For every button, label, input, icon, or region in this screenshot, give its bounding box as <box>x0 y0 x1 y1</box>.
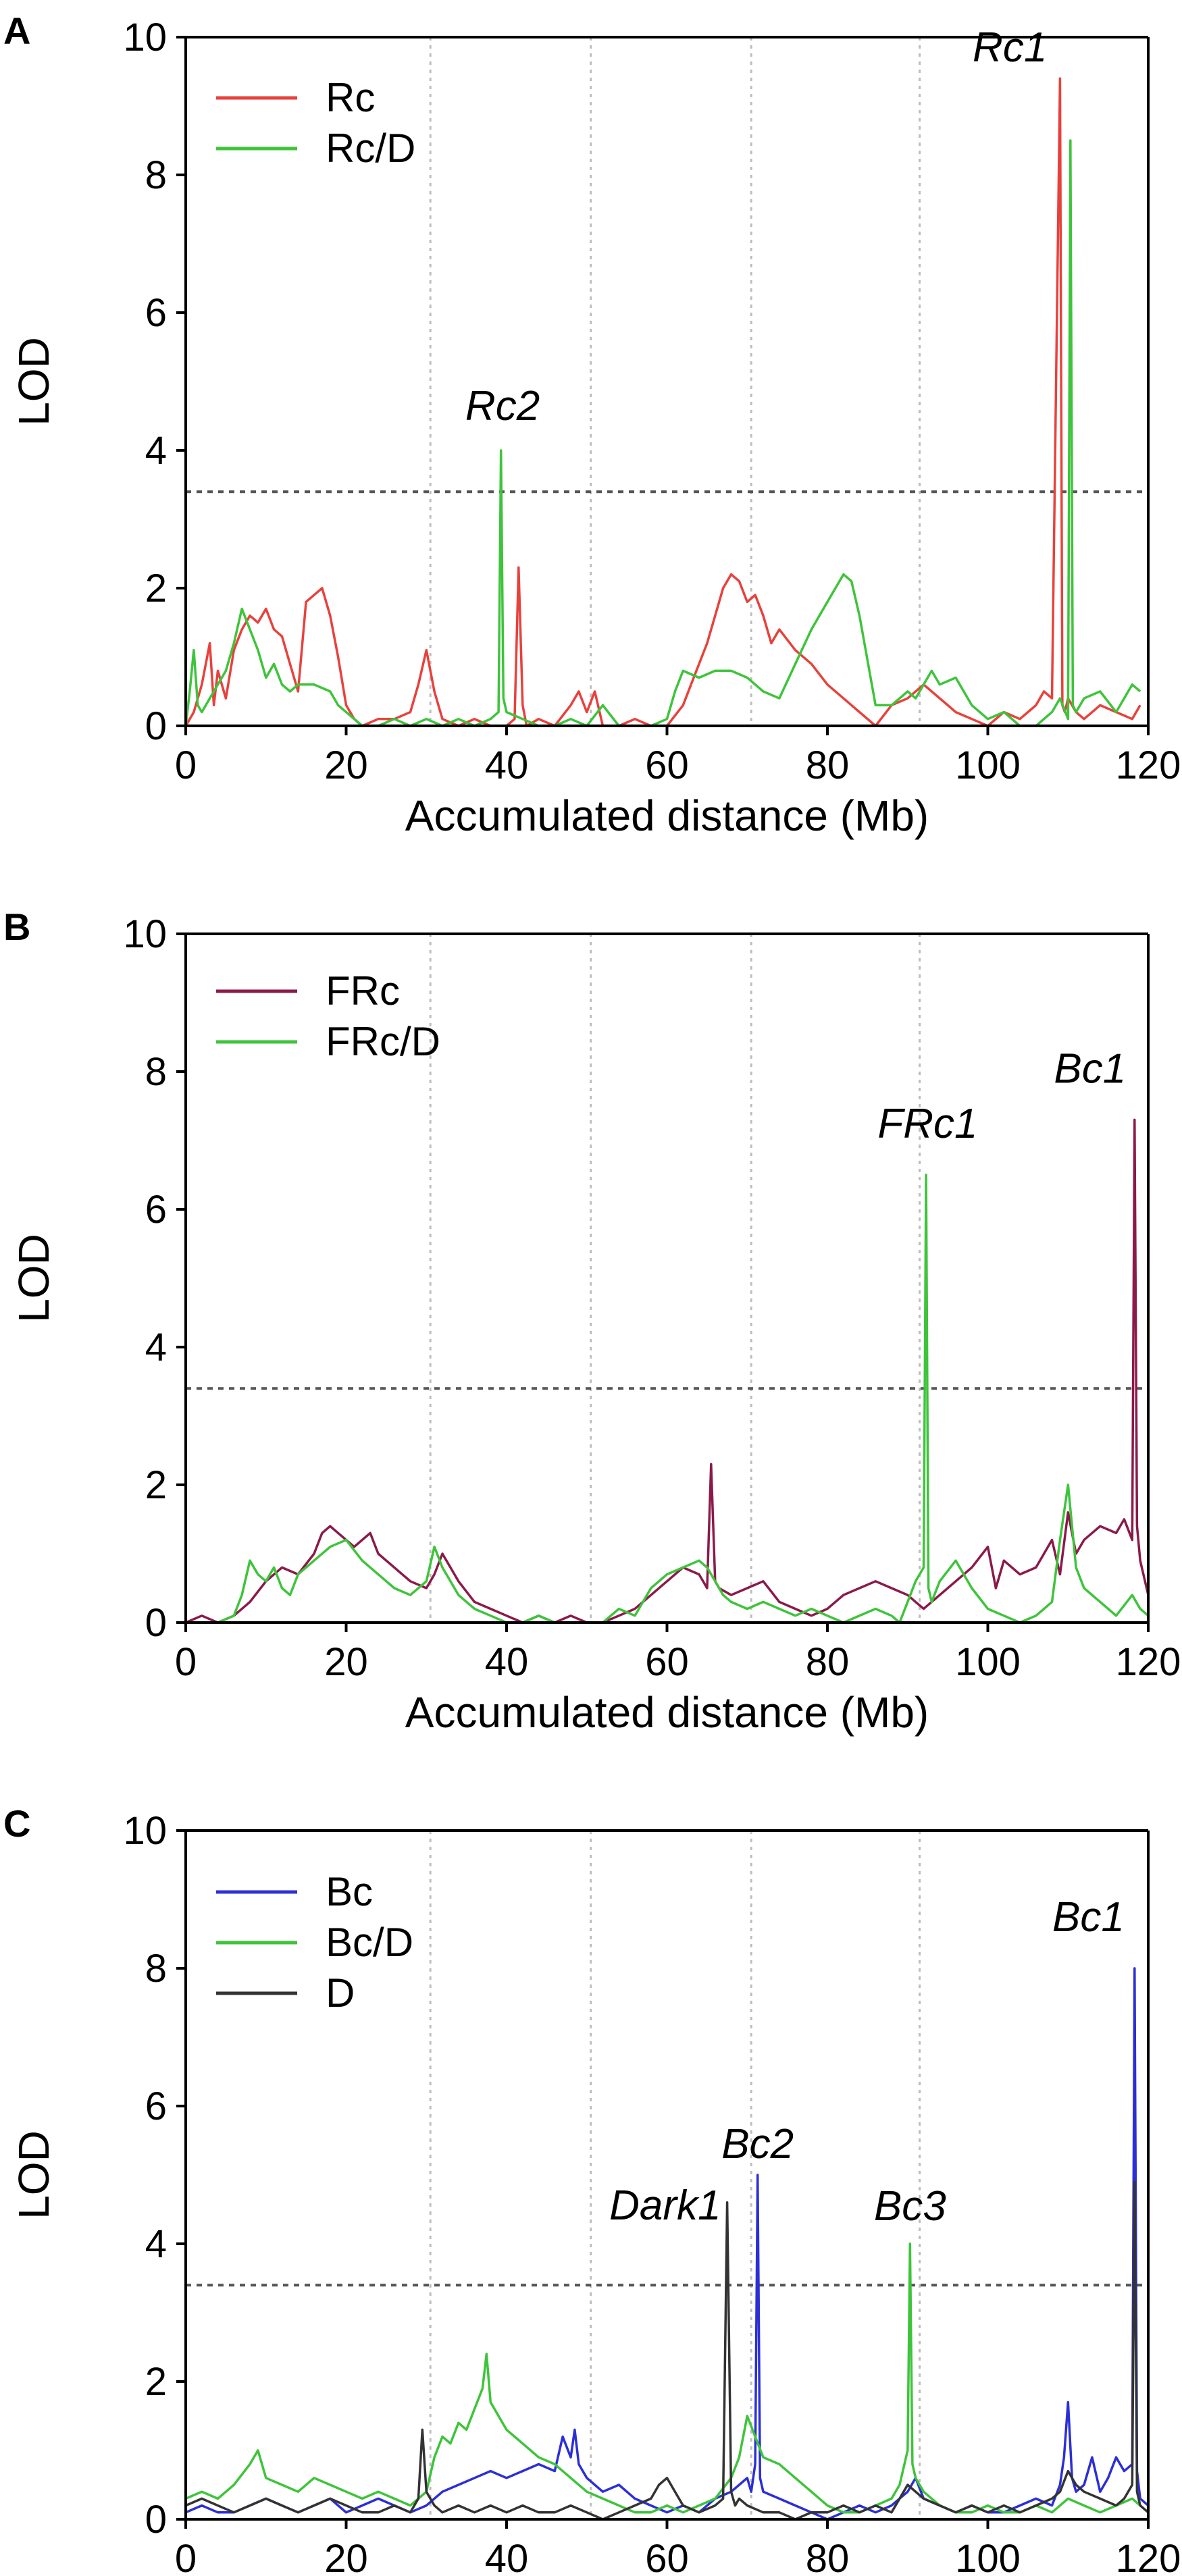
legend-label: FRc/D <box>326 1019 440 1064</box>
peak-label-bc3: Bc3 <box>874 2183 946 2230</box>
y-axis-title: LOD <box>9 1234 58 1323</box>
y-tick-label: 6 <box>145 291 167 335</box>
x-tick-label: 100 <box>955 743 1021 787</box>
x-tick-label: 40 <box>485 2537 529 2576</box>
y-tick-label: 8 <box>145 153 167 197</box>
y-tick-label: 0 <box>145 1601 167 1645</box>
x-tick-label: 40 <box>485 743 529 787</box>
x-tick-label: 20 <box>324 743 368 787</box>
y-axis-title: LOD <box>9 2130 58 2219</box>
x-tick-label: 40 <box>485 1640 529 1684</box>
panel-letter: C <box>3 1802 30 1845</box>
series-line-frc-d <box>186 1174 1150 1624</box>
series-line-frc <box>185 1118 1150 1624</box>
y-tick-label: 10 <box>123 16 167 59</box>
x-tick-label: 0 <box>175 743 197 787</box>
peak-label-rc1: Rc1 <box>973 24 1047 71</box>
y-tick-label: 6 <box>145 1188 167 1232</box>
series-line-d <box>185 2180 1150 2521</box>
y-tick-label: 8 <box>145 1947 167 1991</box>
legend-label: Rc <box>326 75 375 120</box>
peak-label-bc2: Bc2 <box>721 2121 794 2167</box>
x-tick-label: 0 <box>175 1640 197 1684</box>
y-tick-label: 0 <box>145 2498 167 2542</box>
x-tick-label: 100 <box>955 1640 1021 1684</box>
legend-label: Bc <box>326 1869 373 1914</box>
y-tick-label: 6 <box>145 2084 167 2128</box>
x-axis-title: Accumulated distance (Mb) <box>405 1688 929 1737</box>
peak-label-bc1: Bc1 <box>1054 1045 1126 1092</box>
series-line-rc-d <box>184 139 1141 727</box>
x-tick-label: 120 <box>1116 1640 1181 1684</box>
y-tick-label: 4 <box>145 2222 167 2266</box>
y-axis-title: LOD <box>9 337 58 426</box>
x-tick-label: 20 <box>324 2537 368 2576</box>
y-tick-label: 2 <box>145 567 167 610</box>
y-tick-label: 0 <box>145 704 167 748</box>
panel-c: C0246810020406080100120Accumulated dista… <box>3 1802 1181 2576</box>
y-tick-label: 8 <box>145 1050 167 1094</box>
x-tick-label: 120 <box>1116 2537 1181 2576</box>
legend-label: Bc/D <box>326 1920 413 1965</box>
series-line-bc <box>185 1967 1150 2521</box>
x-tick-label: 80 <box>806 743 850 787</box>
x-tick-label: 0 <box>175 2537 197 2576</box>
peak-label-bc1: Bc1 <box>1052 1894 1125 1941</box>
series-line-rc <box>184 77 1141 727</box>
x-tick-label: 60 <box>645 2537 689 2576</box>
legend-label: D <box>326 1970 355 2016</box>
peak-label-frc1: FRc1 <box>877 1101 977 1147</box>
panel-letter: A <box>3 9 30 52</box>
panel-letter: B <box>3 905 30 948</box>
y-tick-label: 10 <box>123 1809 167 1853</box>
y-tick-label: 2 <box>145 1463 167 1507</box>
y-tick-label: 10 <box>123 912 167 956</box>
x-tick-label: 60 <box>645 1640 689 1684</box>
y-tick-label: 4 <box>145 429 167 473</box>
x-tick-label: 80 <box>806 2537 850 2576</box>
x-tick-label: 80 <box>806 1640 850 1684</box>
legend-label: Rc/D <box>326 126 415 171</box>
y-tick-label: 2 <box>145 2360 167 2404</box>
legend-label: FRc <box>326 968 400 1014</box>
x-tick-label: 100 <box>955 2537 1021 2576</box>
x-tick-label: 20 <box>324 1640 368 1684</box>
x-tick-label: 60 <box>645 743 689 787</box>
x-axis-title: Accumulated distance (Mb) <box>405 791 929 840</box>
peak-label-rc2: Rc2 <box>465 383 540 429</box>
x-tick-label: 120 <box>1116 743 1181 787</box>
y-tick-label: 4 <box>145 1325 167 1369</box>
peak-label-dark1: Dark1 <box>609 2182 721 2229</box>
series-line-bc-d <box>185 2242 1150 2514</box>
